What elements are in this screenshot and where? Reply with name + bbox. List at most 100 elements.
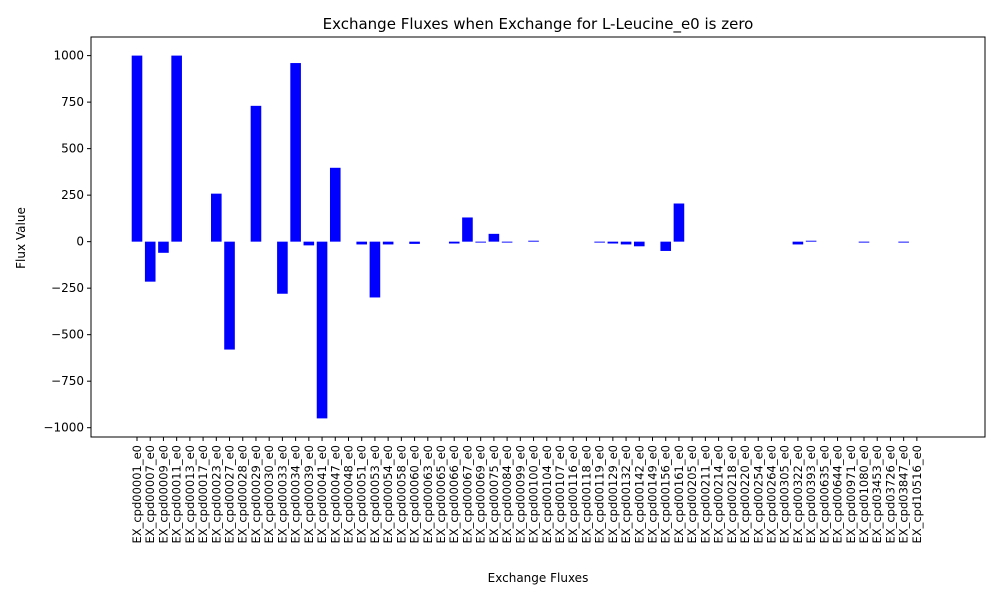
x-tick-label: EX_cpd00034_e0 [289, 445, 303, 544]
plot-area: −1000 −750 −500 −250 0 250 500 750 1000 EX_cpd000… [43, 36, 986, 544]
bar [660, 241, 672, 251]
x-tick-label: EX_cpd00119_e0 [593, 445, 607, 544]
x-tick-label: EX_cpd00305_e0 [778, 445, 792, 544]
bar [290, 63, 301, 242]
x-tick-label: EX_cpd00129_e0 [606, 445, 620, 544]
bar [316, 241, 328, 419]
bar [369, 241, 381, 298]
x-tick-label: EX_cpd00039_e0 [302, 445, 316, 544]
x-tick-label: EX_cpd00218_e0 [725, 445, 739, 544]
x-tick-label: EX_cpd03453_e0 [870, 445, 884, 544]
x-tick-label: EX_cpd00065_e0 [434, 445, 448, 544]
x-tick-label: EX_cpd00063_e0 [421, 445, 435, 544]
bar [131, 55, 143, 242]
x-tick-label: EX_cpd00011_e0 [170, 445, 184, 544]
x-tick-label: EX_cpd01080_e0 [857, 445, 871, 544]
bar [303, 241, 315, 246]
x-tick-label: EX_cpd00053_e0 [368, 445, 382, 544]
bar [475, 241, 486, 243]
x-tick-label: EX_cpd00007_e0 [143, 445, 157, 544]
x-tick-label: EX_cpd00041_e0 [315, 445, 329, 544]
bar [171, 55, 182, 242]
x-tick-label: EX_cpd00001_e0 [130, 445, 144, 544]
x-tick-label: EX_cpd00067_e0 [460, 445, 474, 544]
x-tick-label: EX_cpd03726_e0 [883, 445, 897, 544]
y-tick-label: 250 [61, 188, 84, 202]
x-tick-label: EX_cpd00264_e0 [764, 445, 778, 544]
bar [594, 241, 605, 243]
bar [250, 105, 262, 242]
y-tick-label: −250 [51, 281, 84, 295]
x-tick-label: EX_cpd00033_e0 [275, 445, 289, 544]
x-tick-label: EX_cpd00393_e0 [804, 445, 818, 544]
x-tick-label: EX_cpd10516_e0 [910, 445, 924, 544]
bar [673, 203, 685, 242]
x-tick-label: EX_cpd00142_e0 [632, 445, 646, 544]
y-tick-label: −500 [51, 328, 84, 342]
x-tick-label: EX_cpd00132_e0 [619, 445, 633, 544]
x-tick-label: EX_cpd00104_e0 [540, 445, 554, 544]
x-tick-label: EX_cpd00118_e0 [579, 445, 593, 544]
x-tick-label: EX_cpd00220_e0 [738, 445, 752, 544]
x-tick-label: EX_cpd00051_e0 [355, 445, 369, 544]
x-tick-label: EX_cpd00058_e0 [394, 445, 408, 544]
x-tick-label: EX_cpd00099_e0 [513, 445, 527, 544]
bar [620, 241, 632, 245]
x-tick-label: EX_cpd00069_e0 [474, 445, 488, 544]
y-axis-label: Flux Value [14, 207, 28, 269]
x-tick-label: EX_cpd00205_e0 [685, 445, 699, 544]
x-tick-label: EX_cpd00029_e0 [249, 445, 263, 544]
x-tick-label: EX_cpd00075_e0 [487, 445, 501, 544]
x-tick-label: EX_cpd00635_e0 [817, 445, 831, 544]
y-tick-label: −750 [51, 374, 84, 388]
x-tick-label: EX_cpd00971_e0 [844, 445, 858, 544]
y-tick-label: 750 [61, 95, 84, 109]
x-tick-label: EX_cpd00060_e0 [408, 445, 422, 544]
x-tick-label: EX_cpd00027_e0 [223, 445, 237, 544]
x-tick-label: EX_cpd00066_e0 [447, 445, 461, 544]
bar [898, 241, 909, 243]
bar [805, 240, 817, 242]
x-tick-label: EX_cpd00211_e0 [698, 445, 712, 544]
bar [329, 167, 341, 242]
x-tick-label: EX_cpd00028_e0 [236, 445, 250, 544]
bar [528, 240, 539, 242]
x-tick-label: EX_cpd00254_e0 [751, 445, 765, 544]
bar [858, 241, 870, 243]
x-tick-label: EX_cpd00084_e0 [500, 445, 514, 544]
x-tick-label: EX_cpd00107_e0 [553, 445, 567, 544]
x-tick-label: EX_cpd00116_e0 [566, 445, 580, 544]
x-tick-label: EX_cpd00023_e0 [209, 445, 223, 544]
y-tick-label: 500 [61, 142, 84, 156]
x-tick-label: EX_cpd00161_e0 [672, 445, 686, 544]
x-tick-label: EX_cpd00009_e0 [156, 445, 170, 544]
x-tick-label: EX_cpd00013_e0 [183, 445, 197, 544]
bar [277, 241, 288, 294]
y-tick-label: 0 [76, 235, 84, 249]
bar [409, 241, 420, 244]
x-tick-label: EX_cpd00017_e0 [196, 445, 210, 544]
y-tick-label: −1000 [43, 421, 84, 435]
x-tick-label: EX_cpd03847_e0 [897, 445, 911, 544]
bar [224, 241, 235, 350]
chart-title: Exchange Fluxes when Exchange for L-Leuc… [323, 15, 754, 34]
x-axis-label: Exchange Fluxes [488, 571, 589, 585]
bar [382, 241, 394, 245]
x-tick-label: EX_cpd00100_e0 [527, 445, 541, 544]
bar [144, 241, 156, 282]
bar [501, 241, 513, 243]
bar [633, 241, 645, 247]
x-tick-label: EX_cpd00047_e0 [328, 445, 342, 544]
x-tick-label: EX_cpd00322_e0 [791, 445, 805, 544]
plot-frame [90, 36, 986, 438]
x-tick-label: EX_cpd00048_e0 [341, 445, 355, 544]
bar [462, 217, 473, 242]
x-tick-label: EX_cpd00214_e0 [712, 445, 726, 544]
bar [211, 193, 222, 242]
bar [792, 241, 804, 245]
y-tick-label: 1000 [53, 49, 84, 63]
bar [158, 241, 169, 253]
bar [356, 241, 368, 245]
